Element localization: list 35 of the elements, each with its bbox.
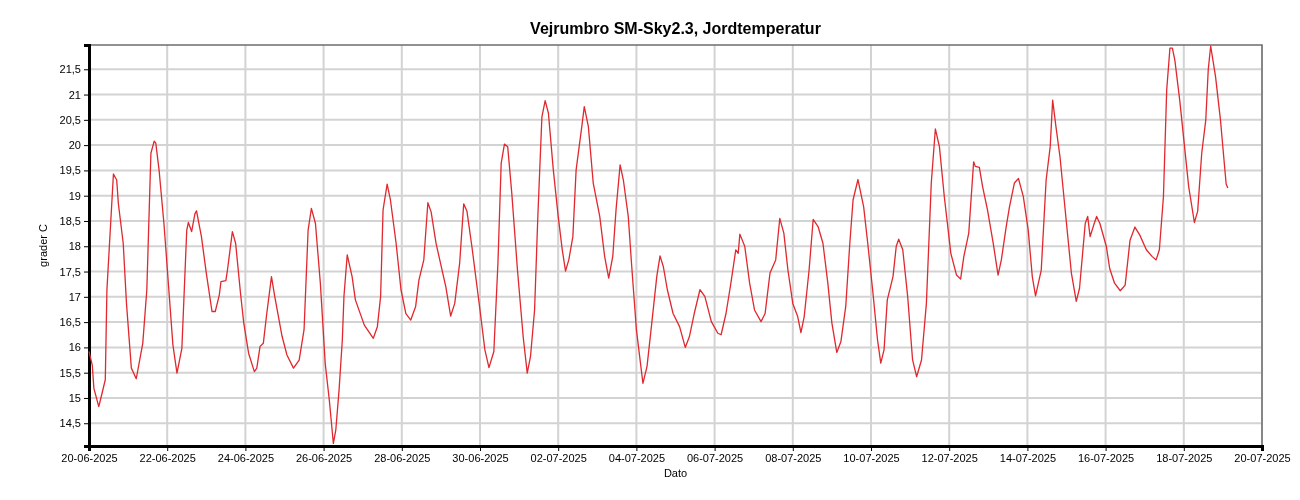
y-tick-label: 18,5 xyxy=(59,214,81,227)
chart-title: Vejrumbro SM-Sky2.3, Jordtemperatur xyxy=(530,20,821,37)
x-tick-label: 16-07-2025 xyxy=(1077,451,1135,464)
y-tick-label: 15,5 xyxy=(59,366,81,379)
x-tick-label: 22-06-2025 xyxy=(139,451,196,464)
x-tick-label: 14-07-2025 xyxy=(999,451,1057,464)
x-tick-label: 26-06-2025 xyxy=(295,451,353,464)
y-axis-title: grader C xyxy=(37,224,49,267)
y-tick-label: 16 xyxy=(68,341,81,354)
x-tick-label: 04-07-2025 xyxy=(608,451,666,464)
x-tick-label: 10-07-2025 xyxy=(843,451,900,464)
x-tick-label: 08-07-2025 xyxy=(765,451,822,464)
x-tick-label: 28-06-2025 xyxy=(374,451,431,464)
y-tick-label: 15 xyxy=(68,391,81,404)
x-tick-label: 20-07-2025 xyxy=(1234,451,1291,464)
y-tick-label: 19,5 xyxy=(59,164,81,177)
x-axis-title: Dato xyxy=(663,467,688,479)
x-tick-label: 20-06-2025 xyxy=(61,451,118,464)
y-tick-label: 18 xyxy=(68,240,81,253)
y-tick-label: 16,5 xyxy=(59,316,81,329)
line-series xyxy=(88,45,1229,445)
y-tick-label: 14,5 xyxy=(59,417,81,430)
x-tick-label: 06-07-2025 xyxy=(686,451,744,464)
y-tick-label: 20 xyxy=(68,139,81,152)
x-tick-label: 12-07-2025 xyxy=(921,451,978,464)
y-tick-label: 21 xyxy=(68,88,81,101)
x-tick-label: 30-06-2025 xyxy=(452,451,509,464)
y-tick-label: 19 xyxy=(68,189,81,202)
y-tick-label: 17,5 xyxy=(59,265,81,278)
y-tick-label: 21,5 xyxy=(59,63,81,76)
x-tick-label: 18-07-2025 xyxy=(1156,451,1213,464)
x-tick-label: 02-07-2025 xyxy=(530,451,587,464)
y-tick-label: 17 xyxy=(68,290,81,303)
x-tick-label: 24-06-2025 xyxy=(217,451,275,464)
y-tick-label: 20,5 xyxy=(59,113,81,126)
